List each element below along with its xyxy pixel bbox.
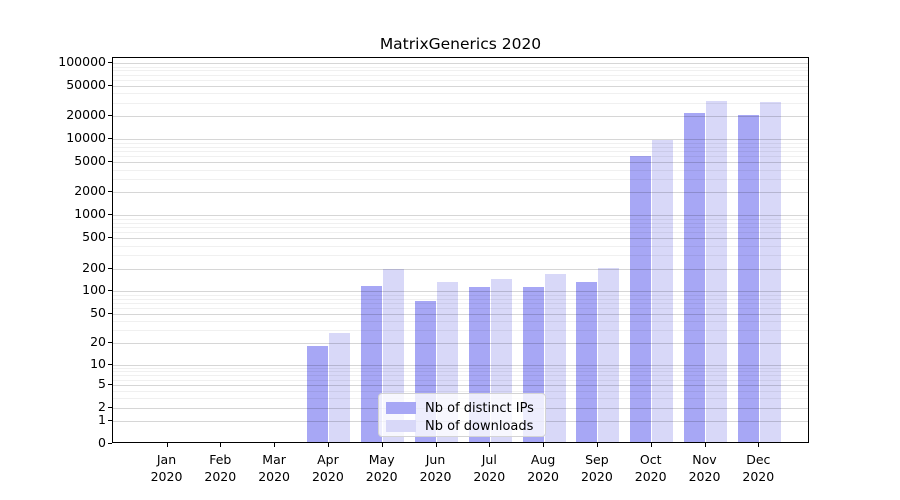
legend: Nb of distinct IPs Nb of downloads (378, 393, 546, 437)
y-tick-mark (108, 312, 112, 314)
y-tick-label: 5 (98, 375, 106, 391)
bar-downloads-apr (329, 332, 351, 442)
x-tick-mark (758, 443, 760, 447)
x-tick-label: Nov 2020 (688, 452, 721, 484)
y-tick-mark (108, 138, 112, 140)
y-tick-label: 100 (82, 282, 106, 298)
legend-label-distinct-ips: Nb of distinct IPs (425, 400, 534, 416)
y-tick-mark (108, 115, 112, 117)
y-tick-label: 10000 (66, 130, 106, 146)
y-tick-mark (108, 214, 112, 216)
x-tick-mark (381, 443, 383, 447)
x-tick-label: Jul 2020 (473, 452, 506, 484)
bar-distinct-ips-may (361, 285, 383, 442)
bars-layer (113, 58, 808, 442)
chart-title: MatrixGenerics 2020 (379, 35, 542, 53)
bar-downloads-dec (759, 102, 781, 442)
x-tick-label: Mar 2020 (258, 452, 290, 484)
legend-item-distinct-ips: Nb of distinct IPs (386, 400, 545, 416)
x-tick-mark (543, 443, 545, 447)
x-tick-mark (435, 443, 437, 447)
legend-label-downloads: Nb of downloads (425, 418, 534, 434)
legend-swatch-downloads (386, 420, 416, 432)
x-tick-label: Dec 2020 (742, 452, 775, 484)
y-tick-label: 2000 (74, 183, 106, 199)
y-tick-label: 1 (98, 412, 106, 428)
legend-swatch-distinct-ips (386, 402, 416, 414)
bar-distinct-ips-dec (737, 114, 759, 442)
x-tick-mark (704, 443, 706, 447)
y-tick-mark (108, 406, 112, 408)
y-tick-label: 200 (82, 259, 106, 275)
y-tick-label: 50000 (66, 76, 106, 92)
x-tick-label: Jun 2020 (419, 452, 452, 484)
bar-downloads-nov (706, 100, 727, 442)
y-tick-label: 20000 (66, 107, 106, 123)
bar-downloads-sep (598, 268, 620, 442)
y-tick-mark (108, 383, 112, 385)
y-tick-label: 1000 (74, 206, 106, 222)
bar-distinct-ips-sep (576, 281, 598, 442)
y-tick-mark (108, 161, 112, 163)
x-tick-mark (166, 443, 168, 447)
x-tick-label: Aug 2020 (527, 452, 559, 484)
x-tick-mark (650, 443, 652, 447)
y-tick-mark (108, 267, 112, 269)
x-tick-label: Oct 2020 (634, 452, 667, 484)
y-tick-label: 100000 (58, 54, 106, 69)
y-tick-label: 20 (90, 334, 106, 350)
y-tick-mark (108, 191, 112, 193)
y-tick-mark (108, 237, 112, 239)
y-tick-mark (108, 443, 112, 444)
legend-item-downloads: Nb of downloads (386, 418, 545, 434)
x-tick-label: Feb 2020 (204, 452, 237, 484)
y-tick-mark (108, 290, 112, 292)
bar-downloads-oct (652, 140, 674, 442)
y-tick-label: 2 (98, 398, 106, 414)
y-tick-mark (108, 420, 112, 422)
y-tick-label: 500 (82, 229, 106, 245)
plot-area (112, 57, 809, 443)
y-tick-mark (108, 84, 112, 86)
x-tick-mark (220, 443, 222, 447)
x-tick-mark (489, 443, 491, 447)
bar-downloads-aug (544, 273, 566, 442)
x-tick-label: Sep 2020 (580, 452, 613, 484)
x-tick-mark (274, 443, 276, 447)
y-tick-mark (108, 62, 112, 63)
y-tick-label: 10 (90, 355, 106, 371)
x-tick-label: Apr 2020 (311, 452, 344, 484)
y-tick-mark (108, 342, 112, 344)
x-tick-label: May 2020 (365, 452, 398, 484)
bar-distinct-ips-apr (307, 346, 329, 442)
y-tick-label: 50 (90, 304, 106, 320)
y-tick-label: 0 (98, 435, 106, 450)
x-tick-mark (596, 443, 598, 447)
x-tick-mark (327, 443, 329, 447)
bar-distinct-ips-oct (630, 155, 652, 442)
x-tick-label: Jan 2020 (150, 452, 183, 484)
y-tick-label: 5000 (74, 153, 106, 169)
y-tick-mark (108, 363, 112, 365)
bar-distinct-ips-nov (684, 112, 705, 442)
